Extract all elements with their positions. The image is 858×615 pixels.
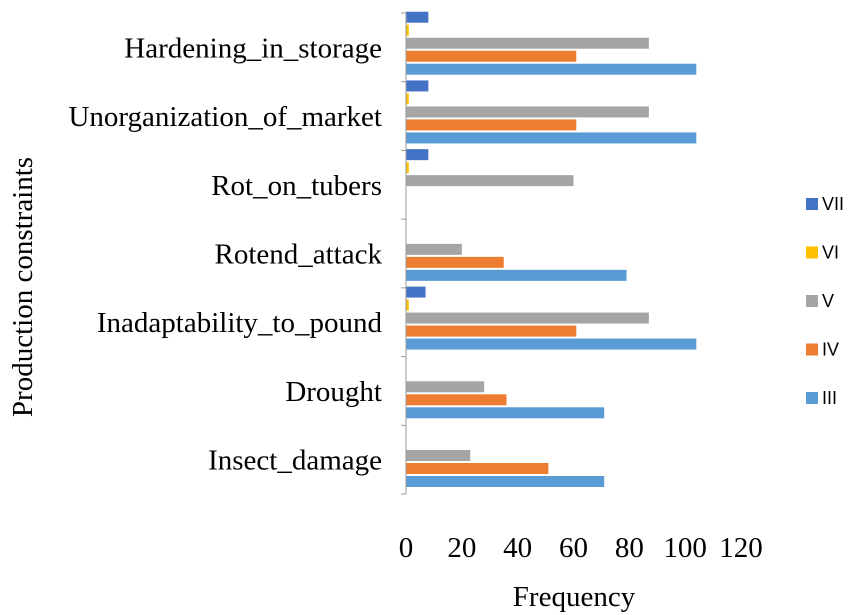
x-tick-label: 80: [615, 532, 644, 564]
bar-III-inadaptability_to_pound: [406, 338, 697, 350]
legend-label: VI: [822, 243, 839, 263]
category-label: Rotend_attack: [214, 239, 382, 271]
legend-label: VII: [822, 194, 844, 214]
x-tick-label: 0: [399, 532, 414, 564]
bar-V-hardening_in_storage: [406, 37, 649, 49]
x-tick-label: 60: [559, 532, 588, 564]
x-axis-title: Frequency: [513, 581, 636, 613]
bar-VI-inadaptability_to_pound: [406, 299, 409, 311]
bar-VI-hardening_in_storage: [406, 24, 409, 36]
bar-III-drought: [406, 407, 605, 419]
legend-swatch-VII: [806, 198, 818, 210]
bar-V-inadaptability_to_pound: [406, 312, 649, 324]
bar-VII-hardening_in_storage: [406, 11, 429, 23]
bar-IV-rotend_attack: [406, 256, 504, 268]
bar-VII-unorganization_of_market: [406, 80, 429, 92]
x-tick-label: 20: [447, 532, 476, 564]
bar-IV-hardening_in_storage: [406, 50, 577, 62]
bar-V-rotend_attack: [406, 243, 462, 255]
legend-swatch-IV: [806, 343, 818, 356]
category-label: Drought: [285, 376, 382, 408]
bar-IV-unorganization_of_market: [406, 119, 577, 131]
y-axis-title: Production constraints: [7, 157, 39, 417]
category-label: Unorganization_of_market: [68, 101, 382, 133]
bar-VI-unorganization_of_market: [406, 93, 409, 105]
x-tick-label: 120: [719, 532, 763, 564]
bars-group: [406, 11, 697, 487]
category-label: Rot_on_tubers: [211, 170, 382, 202]
bar-V-unorganization_of_market: [406, 106, 649, 118]
bar-VII-rot_on_tubers: [406, 149, 429, 161]
legend-swatch-VI: [806, 246, 818, 259]
bar-III-insect_damage: [406, 476, 605, 487]
bar-IV-inadaptability_to_pound: [406, 325, 577, 337]
category-label: Hardening_in_storage: [124, 32, 382, 64]
legend-label: III: [822, 388, 837, 408]
bar-III-unorganization_of_market: [406, 132, 697, 144]
y-axis-ticks: [401, 12, 406, 495]
bar-VI-rot_on_tubers: [406, 162, 409, 174]
x-tick-labels: 0 20 40 60 80 100 120: [399, 532, 763, 564]
bar-IV-drought: [406, 394, 507, 406]
bar-V-rot_on_tubers: [406, 175, 574, 187]
bar-III-rotend_attack: [406, 269, 627, 281]
legend-label: IV: [822, 340, 839, 360]
bar-VII-inadaptability_to_pound: [406, 286, 426, 298]
legend-swatch-V: [806, 295, 818, 307]
category-label: Insect_damage: [208, 445, 382, 477]
x-tick-label: 40: [503, 532, 532, 564]
category-label: Inadaptability_to_pound: [97, 307, 383, 339]
bar-III-hardening_in_storage: [406, 63, 697, 75]
legend-swatch-III: [806, 392, 818, 404]
bar-V-drought: [406, 381, 485, 393]
legend-label: V: [822, 291, 834, 311]
legend: VII VI V IV III: [806, 194, 844, 408]
category-labels: Hardening_in_storage Unorganization_of_ma…: [68, 32, 382, 476]
x-tick-label: 100: [663, 532, 707, 564]
bar-IV-insect_damage: [406, 463, 549, 474]
bar-V-insect_damage: [406, 450, 471, 461]
